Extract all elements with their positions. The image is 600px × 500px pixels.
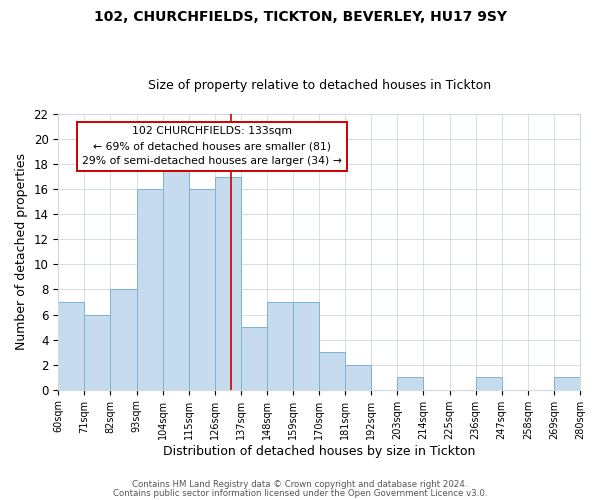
Bar: [345, 364, 371, 390]
Bar: [163, 164, 189, 390]
Text: Contains public sector information licensed under the Open Government Licence v3: Contains public sector information licen…: [113, 489, 487, 498]
Y-axis label: Number of detached properties: Number of detached properties: [15, 154, 28, 350]
Bar: [319, 352, 345, 390]
Bar: [554, 377, 580, 390]
Title: Size of property relative to detached houses in Tickton: Size of property relative to detached ho…: [148, 79, 491, 92]
Bar: [85, 314, 110, 390]
Bar: [110, 290, 137, 390]
Bar: [58, 302, 85, 390]
Bar: [293, 302, 319, 390]
Bar: [476, 377, 502, 390]
Bar: [267, 302, 293, 390]
Text: 102 CHURCHFIELDS: 133sqm
← 69% of detached houses are smaller (81)
29% of semi-d: 102 CHURCHFIELDS: 133sqm ← 69% of detach…: [82, 126, 342, 166]
Text: 102, CHURCHFIELDS, TICKTON, BEVERLEY, HU17 9SY: 102, CHURCHFIELDS, TICKTON, BEVERLEY, HU…: [94, 10, 506, 24]
Bar: [241, 327, 267, 390]
Bar: [137, 189, 163, 390]
Text: Contains HM Land Registry data © Crown copyright and database right 2024.: Contains HM Land Registry data © Crown c…: [132, 480, 468, 489]
Bar: [215, 176, 241, 390]
Bar: [397, 377, 424, 390]
X-axis label: Distribution of detached houses by size in Tickton: Distribution of detached houses by size …: [163, 444, 475, 458]
Bar: [189, 189, 215, 390]
